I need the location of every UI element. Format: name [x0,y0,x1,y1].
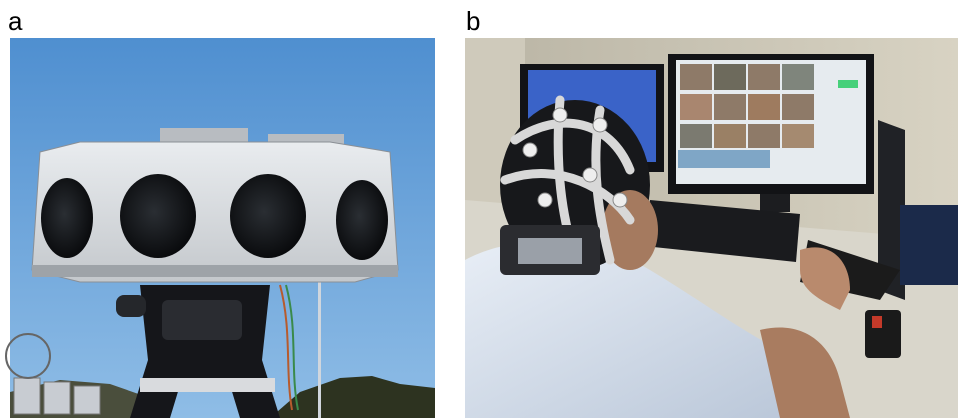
figure: a b [0,0,958,420]
panel-label: a [8,6,23,36]
panel-label: b [466,6,480,36]
photo-eeg-user [465,38,958,418]
photo-camera [6,38,435,418]
